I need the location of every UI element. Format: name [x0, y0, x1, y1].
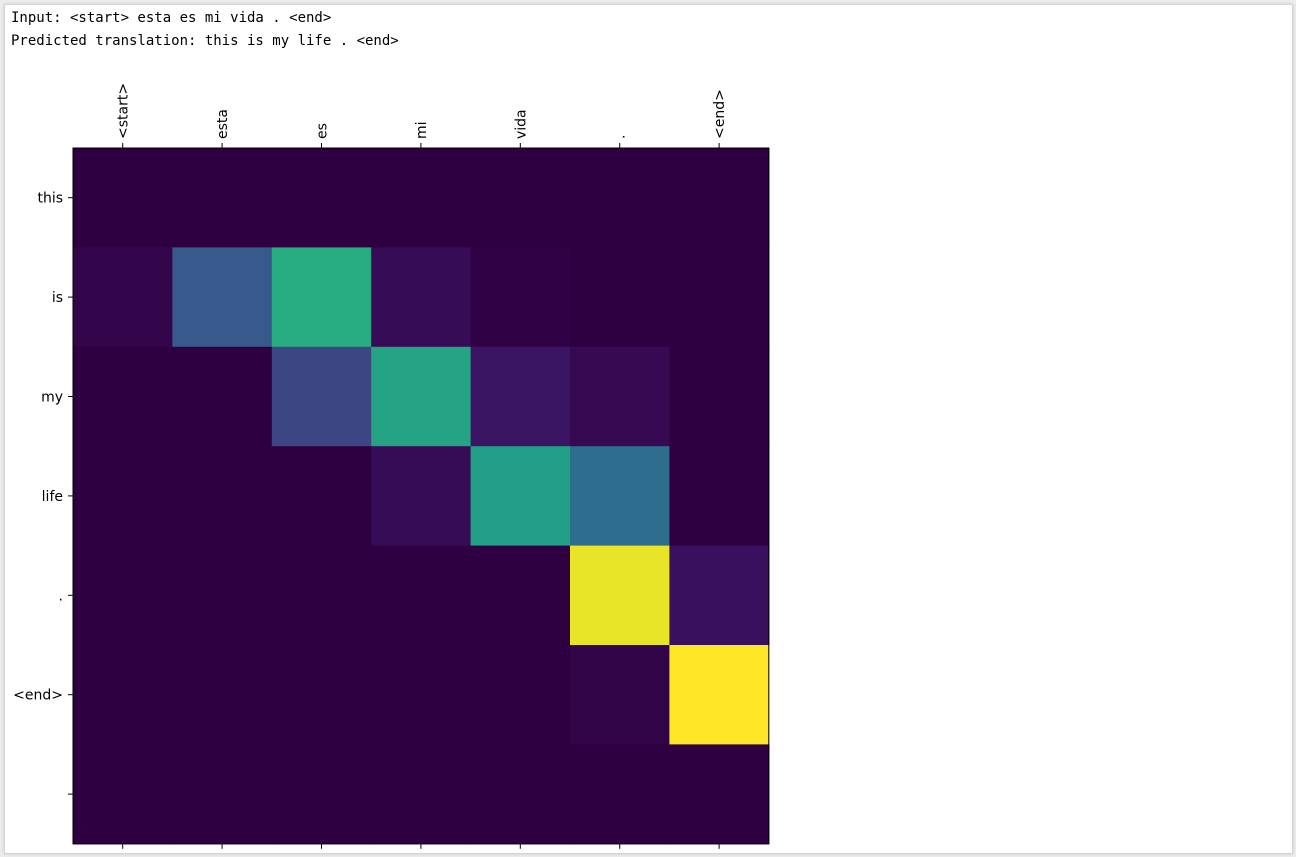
input-text: Input: <start> esta es mi vida . <end> — [11, 10, 332, 26]
heatmap-cell — [371, 545, 472, 646]
heatmap-cell — [271, 446, 372, 547]
heatmap-cell — [570, 545, 670, 646]
heatmap-cell — [669, 446, 770, 547]
heatmap-cell — [669, 148, 770, 248]
x-tick-label: <end> — [712, 89, 728, 139]
y-tick-label: my — [41, 390, 63, 406]
heatmap-cell — [172, 744, 273, 845]
heatmap-cell — [73, 346, 173, 447]
y-tick-label: life — [42, 489, 63, 505]
heatmap-cell — [669, 247, 770, 348]
heatmap-cell — [669, 545, 770, 646]
heatmap-cell — [470, 545, 571, 646]
heatmap-cell — [271, 247, 372, 348]
y-tick-label: <end> — [13, 688, 63, 704]
heatmap-cell — [570, 744, 670, 845]
x-tick-label: . — [613, 135, 629, 139]
y-tick-label: this — [37, 191, 63, 207]
heatmap-cell — [73, 446, 173, 547]
y-tick-label: is — [52, 290, 63, 306]
heatmap-cell — [73, 247, 173, 348]
heatmap-cell — [470, 148, 571, 248]
heatmap-cell — [570, 346, 670, 447]
x-tick-label: <start> — [116, 83, 132, 139]
heatmap-cell — [470, 645, 571, 745]
heatmap-cell — [570, 247, 670, 348]
heatmap-cell — [172, 148, 273, 248]
x-tick-label: es — [315, 123, 331, 139]
y-tick-label: . — [59, 588, 63, 604]
heatmap-cell — [470, 744, 571, 845]
heatmap-cell — [271, 744, 372, 845]
heatmap-cell — [371, 446, 472, 547]
heatmap-cell — [172, 645, 273, 745]
heatmap-cell — [172, 446, 273, 547]
heatmap-cell — [172, 545, 273, 646]
heatmap-cell — [73, 744, 173, 845]
heatmap-cell — [669, 645, 770, 745]
heatmap-cell — [73, 645, 173, 745]
heatmap-cell — [570, 645, 670, 745]
heatmap-cell — [470, 446, 571, 547]
heatmap-cell — [669, 744, 770, 845]
heatmap-cell — [271, 148, 372, 248]
heatmap-cell — [73, 148, 173, 248]
heatmap-cell — [570, 148, 670, 248]
heatmap-cell — [371, 645, 472, 745]
heatmap-cell — [371, 247, 472, 348]
x-tick-label: esta — [215, 109, 231, 139]
x-tick-label: vida — [513, 109, 529, 139]
heatmap-cell — [371, 744, 472, 845]
x-tick-label: mi — [414, 121, 430, 139]
prediction-text: Predicted translation: this is my life .… — [11, 33, 399, 49]
heatmap-cell — [470, 247, 571, 348]
heatmap-cell — [271, 346, 372, 447]
heatmap-cell — [73, 545, 173, 646]
output-cell: Input: <start> esta es mi vida . <end> P… — [4, 4, 1293, 854]
heatmap-cell — [470, 346, 571, 447]
heatmap-cell — [271, 645, 372, 745]
attention-heatmap: <start> esta es mi vida. <end> this is my life. <e… — [13, 83, 770, 849]
heatmap-cell — [371, 346, 472, 447]
heatmap-cell — [271, 545, 372, 646]
heatmap-cell — [371, 148, 472, 248]
heatmap-cell — [570, 446, 670, 547]
heatmap-cell — [669, 346, 770, 447]
heatmap-cell — [172, 346, 273, 447]
heatmap-cell — [172, 247, 273, 348]
